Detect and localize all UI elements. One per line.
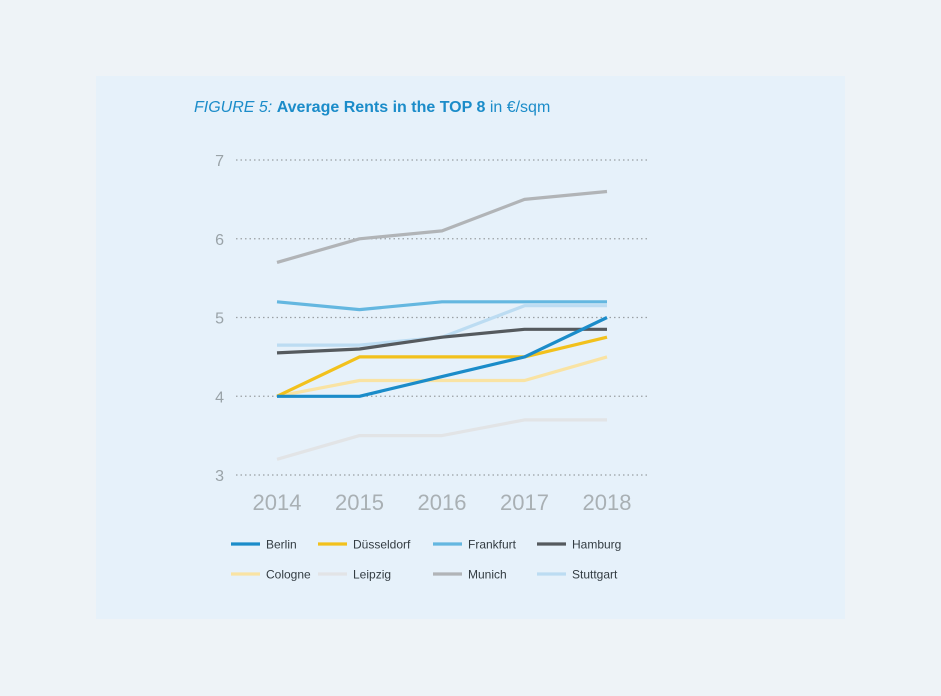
chart-panel <box>96 76 845 619</box>
series-line-berlin <box>277 316 608 398</box>
legend-item: Stuttgart <box>537 568 618 582</box>
legend-item: Berlin <box>231 538 297 552</box>
x-tick-label: 2017 <box>500 490 549 515</box>
x-tick-label: 2014 <box>253 490 302 515</box>
gridlines <box>236 159 648 476</box>
legend-label: Berlin <box>266 538 297 552</box>
legend-label: Leipzig <box>353 568 391 582</box>
series-line-hamburg <box>276 327 607 355</box>
series-line-stuttgart <box>277 304 607 347</box>
title-unit: in €/sqm <box>489 99 551 116</box>
x-tick-label: 2015 <box>335 490 384 515</box>
y-axis: 3 4 5 6 7 <box>215 153 224 485</box>
y-tick-label: 6 <box>215 232 224 249</box>
legend-item: Hamburg <box>537 538 621 552</box>
series-line-dsseldorf <box>276 335 608 398</box>
x-tick-label: 2018 <box>583 490 632 515</box>
legend-label: Stuttgart <box>572 568 618 582</box>
series-line-munich <box>276 189 608 264</box>
legend-label: Frankfurt <box>468 538 517 552</box>
legend: Berlin Düsseldorf Frankfurt Hamburg Cologne L… <box>231 538 621 582</box>
title-main: Average Rents in the TOP 8 <box>276 99 486 116</box>
x-tick-label: 2016 <box>418 490 467 515</box>
legend-item: Cologne <box>231 568 311 582</box>
legend-item: Düsseldorf <box>318 538 411 552</box>
y-tick-label: 5 <box>215 311 224 328</box>
y-tick-label: 3 <box>215 468 224 485</box>
series-lines <box>276 189 608 461</box>
y-tick-label: 4 <box>215 389 224 406</box>
series-line-frankfurt <box>276 300 607 312</box>
legend-item: Frankfurt <box>433 538 517 552</box>
series-line-leipzig <box>276 418 607 461</box>
chart-title: FIGURE 5: Average Rents in the TOP 8 in … <box>194 99 550 117</box>
legend-item: Leipzig <box>318 568 391 582</box>
legend-item: Munich <box>433 568 507 582</box>
legend-label: Cologne <box>266 568 311 582</box>
figure-label: FIGURE 5: <box>194 99 273 116</box>
series-line-cologne <box>276 355 608 398</box>
x-axis: 2014 2015 2016 2017 2018 <box>253 490 632 515</box>
legend-label: Düsseldorf <box>353 538 411 552</box>
y-tick-label: 7 <box>215 153 224 170</box>
legend-label: Munich <box>468 568 507 582</box>
legend-label: Hamburg <box>572 538 621 552</box>
